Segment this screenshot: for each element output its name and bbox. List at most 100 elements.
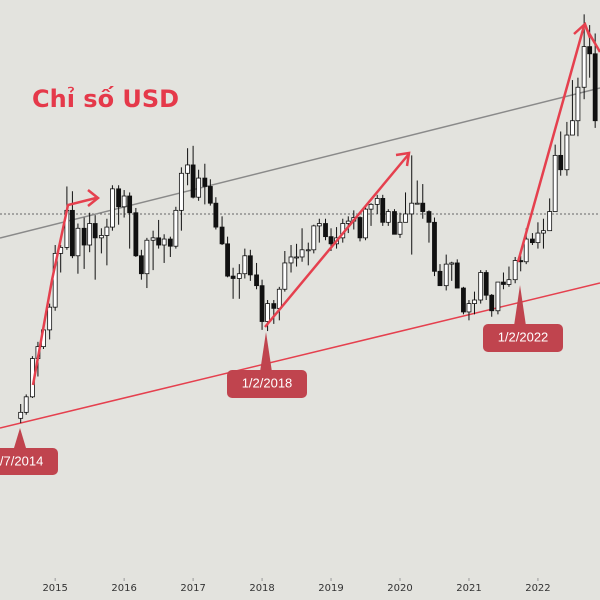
x-tick-label: 2017 xyxy=(180,583,205,594)
candle-body xyxy=(254,274,259,287)
candle-body xyxy=(385,211,391,223)
candle-body xyxy=(403,213,408,223)
x-axis: 2015 2016 2017 2018 2019 2020 2021 2022 xyxy=(42,578,551,594)
candle-body xyxy=(316,223,322,227)
candle-body xyxy=(414,202,420,205)
candle-body xyxy=(495,281,501,312)
candles xyxy=(18,14,598,424)
candle-body xyxy=(121,195,127,208)
trend-arrow xyxy=(516,25,586,263)
annotation-label: 1/2/2022 xyxy=(498,329,549,344)
candle-body xyxy=(271,303,277,309)
trend-arrow xyxy=(264,154,409,328)
candle-body xyxy=(374,198,380,205)
candle-body xyxy=(575,86,581,122)
candle-body xyxy=(247,255,253,276)
candle-body xyxy=(242,255,248,275)
upper-trendline xyxy=(0,87,600,239)
candle-body xyxy=(156,237,162,246)
trend-arrow xyxy=(31,196,97,386)
candle-body xyxy=(392,211,397,235)
candle-body xyxy=(288,256,294,264)
candle-body xyxy=(380,198,386,223)
candle-body xyxy=(592,53,598,122)
candle-body xyxy=(98,235,104,239)
candle-body xyxy=(345,220,351,224)
candle-body xyxy=(530,238,535,244)
candle-body xyxy=(437,270,443,287)
candle-body xyxy=(587,46,593,55)
candle-body xyxy=(70,209,75,257)
candle-body xyxy=(161,238,167,246)
candle-body xyxy=(581,46,587,88)
candle-body xyxy=(512,260,518,281)
candle-body xyxy=(368,203,374,210)
arrow-head xyxy=(87,189,101,207)
candle-body xyxy=(230,275,236,279)
x-tick-label: 2016 xyxy=(111,583,136,594)
candle-body xyxy=(173,209,179,247)
candle-body xyxy=(478,272,484,301)
candle-body xyxy=(138,255,144,275)
candle-body xyxy=(219,226,225,245)
x-tick-label: 2018 xyxy=(249,583,274,594)
annotation: 1/2/2018 xyxy=(227,332,307,398)
candle-body xyxy=(552,154,558,212)
candle-body xyxy=(443,263,449,287)
candle-body xyxy=(225,243,230,277)
candle-body xyxy=(489,294,495,312)
candle-body xyxy=(409,202,415,215)
candle-body xyxy=(259,285,265,322)
annotation: 1/7/2014 xyxy=(0,428,58,475)
chart-title: Chỉ số USD xyxy=(32,85,179,113)
candle-body xyxy=(133,212,139,257)
candle-body xyxy=(432,221,437,272)
candle-body xyxy=(47,306,53,331)
candle-body xyxy=(185,164,190,174)
trend-arrow xyxy=(584,27,600,53)
candle-body xyxy=(81,227,87,246)
candle-body xyxy=(305,249,311,252)
candle-body xyxy=(23,396,29,413)
candle-body xyxy=(363,208,368,239)
candle-body xyxy=(547,211,553,232)
candle-body xyxy=(282,262,288,290)
candle-body xyxy=(196,177,202,198)
x-tick-label: 2020 xyxy=(387,583,412,594)
candle-body xyxy=(461,287,466,313)
pointer xyxy=(260,332,272,372)
candle-body xyxy=(92,223,98,239)
candle-body xyxy=(87,223,93,246)
candle-body xyxy=(127,195,133,214)
candle-body xyxy=(523,238,529,263)
candle-body xyxy=(397,221,403,235)
candle-body xyxy=(294,256,299,259)
candle-body xyxy=(167,238,173,247)
candle-body xyxy=(190,164,196,198)
annotation-label: 1/7/2014 xyxy=(0,453,43,468)
candle-body xyxy=(236,273,242,279)
candle-body xyxy=(558,154,564,171)
candle-body xyxy=(207,186,213,204)
candle-body xyxy=(466,303,472,313)
candle-body xyxy=(454,262,460,289)
candle-body xyxy=(449,262,455,265)
candle-body xyxy=(564,134,570,171)
label-box xyxy=(0,448,58,475)
x-tick-label: 2021 xyxy=(456,583,481,594)
candle-body xyxy=(116,188,122,208)
candle-body xyxy=(265,303,270,322)
candle-body xyxy=(150,237,156,241)
label-box xyxy=(483,324,563,352)
candle-body xyxy=(144,239,150,275)
candle-body xyxy=(535,232,541,244)
candle-body xyxy=(420,202,426,212)
candle-body xyxy=(276,288,282,309)
candle-body xyxy=(104,226,110,236)
candle-body xyxy=(472,299,477,304)
candle-body xyxy=(311,225,317,251)
candle-body xyxy=(501,281,506,285)
candle-body xyxy=(299,249,305,258)
x-tick-label: 2015 xyxy=(42,583,67,594)
